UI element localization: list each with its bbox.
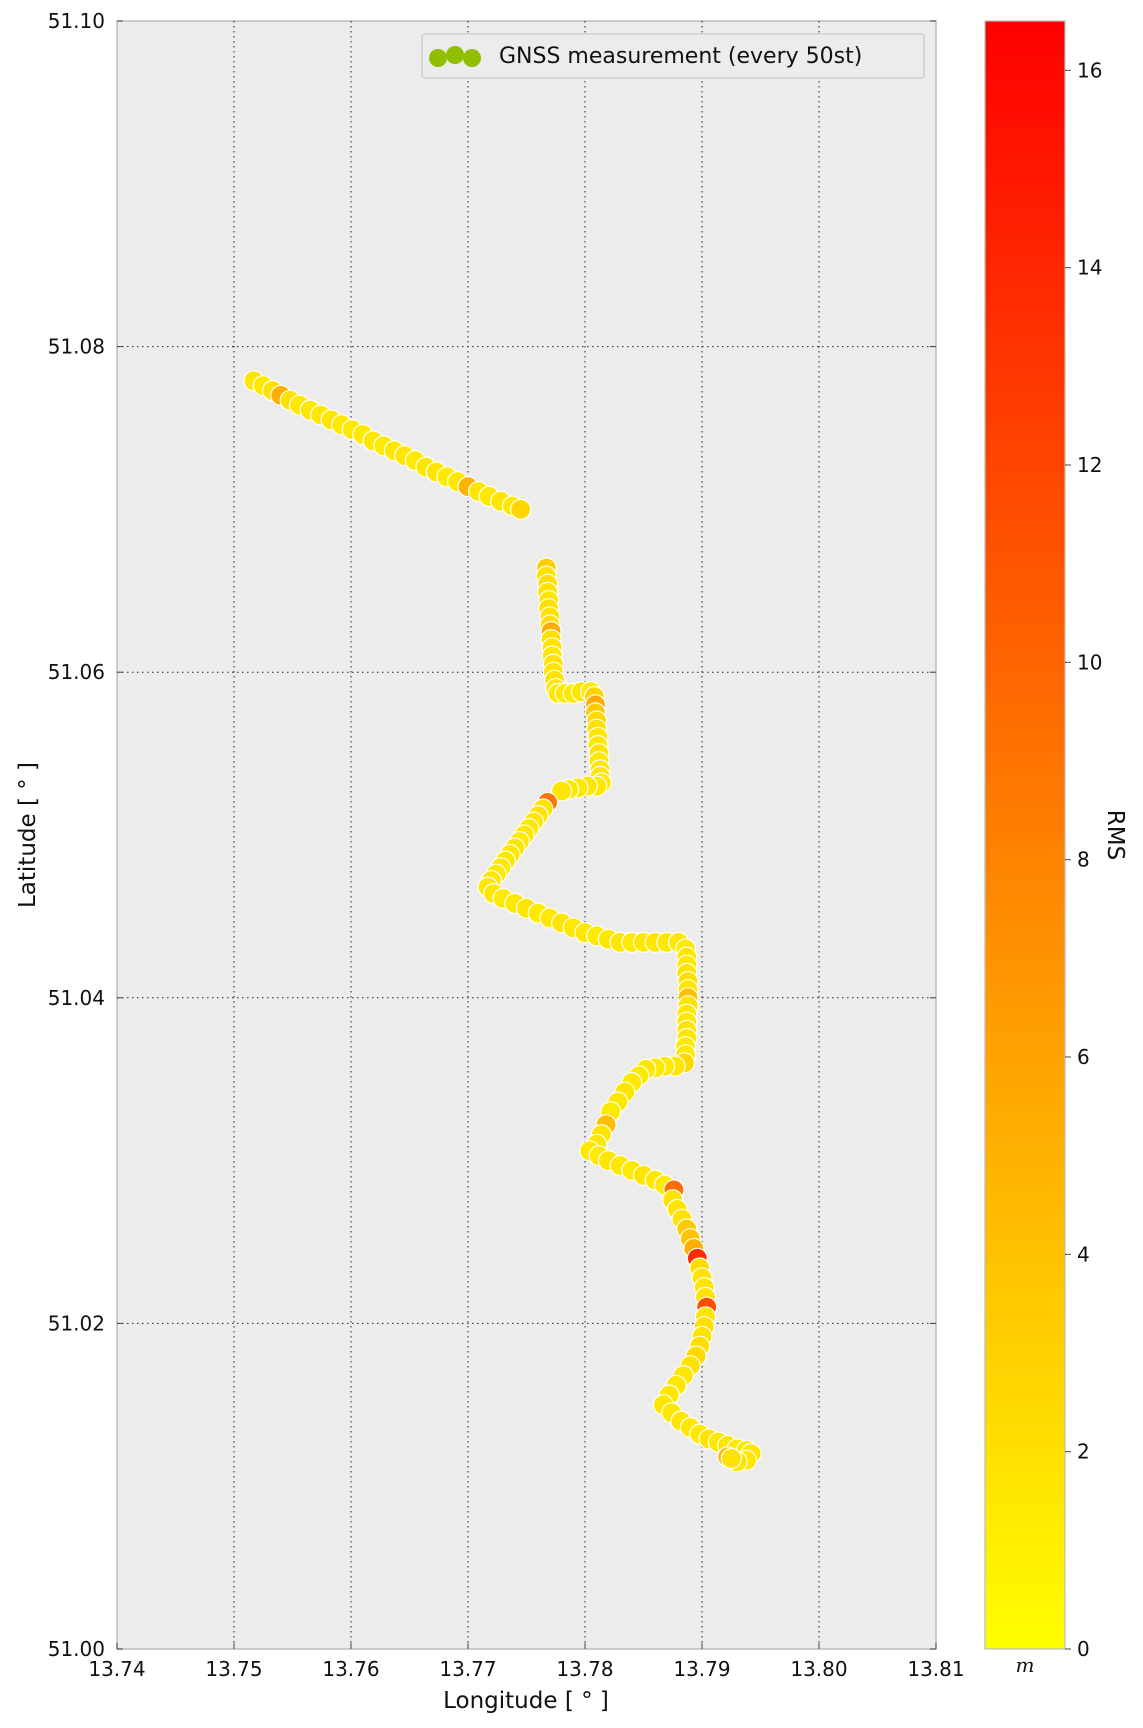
colorbar-tick-label: 6 (1077, 1045, 1090, 1069)
colorbar: 0 2 4 6 8 10 12 14 16 RMS m (984, 20, 1128, 1677)
colorbar-tick-label: 8 (1077, 848, 1090, 872)
colorbar-tick-label: 16 (1077, 58, 1102, 82)
x-tick-label: 13.80 (790, 1657, 847, 1681)
colorbar-tick-label: 2 (1077, 1440, 1090, 1464)
y-tick-label: 51.06 (48, 660, 105, 684)
legend-box (421, 33, 925, 79)
grid-lines (117, 21, 936, 1649)
colorbar-label: RMS (1102, 810, 1128, 860)
gnss-point (550, 780, 573, 802)
colorbar-unit: m (1016, 1653, 1035, 1677)
colorbar-tick-label: 12 (1077, 453, 1102, 477)
gnss-point (509, 498, 532, 520)
scatter-points (243, 370, 762, 1473)
x-tick-label: 13.78 (556, 1657, 613, 1681)
colorbar-tick-label: 0 (1077, 1637, 1090, 1661)
y-tick-label: 51.08 (48, 335, 105, 359)
legend-marker (463, 49, 481, 67)
x-axis-label: Longitude [ ° ] (443, 1688, 609, 1714)
x-tick-label: 13.81 (907, 1657, 964, 1681)
legend-marker (446, 46, 464, 64)
x-tick-label: 13.79 (673, 1657, 730, 1681)
y-tick-label: 51.02 (48, 1311, 105, 1335)
y-tick-label: 51.10 (48, 9, 105, 33)
legend-label: GNSS measurement (every 50st) (499, 44, 862, 69)
legend-marker (429, 49, 447, 67)
colorbar-tick-label: 14 (1077, 256, 1102, 280)
colorbar-gradient (984, 20, 1066, 1650)
y-axis-label: Latitude [ ° ] (15, 762, 41, 908)
legend: GNSS measurement (every 50st) (421, 33, 925, 79)
y-tick-label: 51.00 (48, 1637, 105, 1661)
x-tick-label: 13.75 (205, 1657, 262, 1681)
x-axis-ticks: 13.74 13.75 13.76 13.77 13.78 13.79 13.80 13.81 (88, 1643, 965, 1681)
x-tick-label: 13.74 (88, 1657, 145, 1681)
x-tick-label: 13.77 (439, 1657, 496, 1681)
gnss-point (720, 1447, 742, 1470)
y-tick-label: 51.04 (48, 986, 105, 1010)
y-axis-ticks: 51.00 51.02 51.04 51.06 51.08 51.10 (48, 9, 936, 1661)
colorbar-ticks: 0 2 4 6 8 10 12 14 16 (1065, 58, 1102, 1661)
x-tick-label: 13.76 (322, 1657, 379, 1681)
colorbar-tick-label: 10 (1077, 650, 1102, 674)
colorbar-tick-label: 4 (1077, 1242, 1090, 1266)
